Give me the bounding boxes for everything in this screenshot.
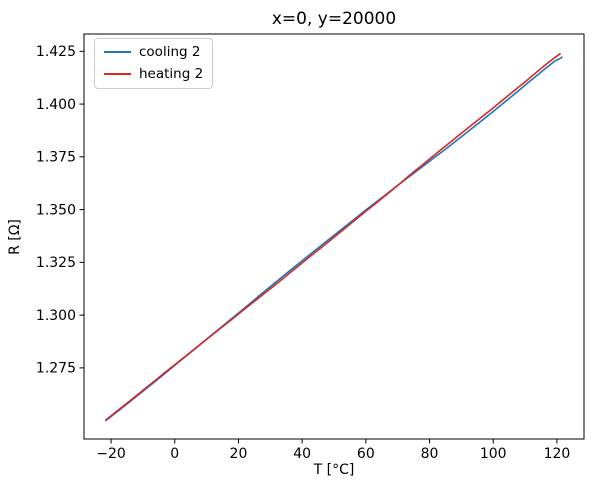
cooling-line-swatch	[104, 51, 131, 54]
legend-entry-heating: heating 2	[104, 65, 204, 82]
y-tick-label: 1.300	[36, 308, 76, 324]
y-tick-label: 1.325	[36, 255, 76, 271]
x-tick-label: 40	[293, 446, 311, 462]
y-tick-label: 1.275	[36, 361, 76, 377]
x-tick-label: 0	[170, 446, 179, 462]
legend-entry-cooling: cooling 2	[104, 45, 203, 60]
y-tick-label: 1.375	[36, 150, 76, 166]
x-axis-label: T [°C]	[313, 462, 355, 478]
series-line-heating-2	[105, 52, 561, 421]
heating-line-swatch	[104, 73, 131, 76]
y-axis-label: R [Ω]	[7, 218, 23, 255]
x-tick-label: 120	[544, 446, 571, 462]
y-axis-label-container: R [Ω]	[0, 34, 30, 439]
y-tick-label: 1.425	[36, 44, 76, 60]
chart-title: x=0, y=20000	[271, 9, 397, 29]
legend-label-cooling: cooling 2	[139, 44, 201, 60]
legend-label-heating: heating 2	[139, 65, 204, 82]
x-tick-label: −20	[96, 446, 126, 462]
x-tick-label: 20	[230, 446, 248, 462]
y-tick-label: 1.350	[36, 202, 76, 218]
axes-frame	[83, 33, 585, 440]
legend: cooling 2 heating 2	[94, 38, 214, 89]
x-tick-label: 100	[480, 446, 507, 462]
y-tick-label: 1.400	[36, 97, 76, 113]
x-tick-label: 80	[421, 446, 439, 462]
x-tick-label: 60	[357, 446, 375, 462]
